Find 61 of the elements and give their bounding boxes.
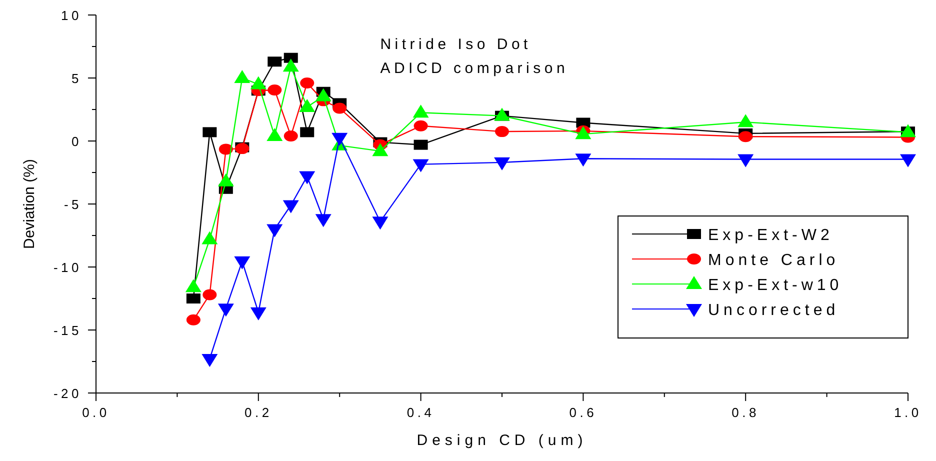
point [494,157,510,170]
point [218,144,233,155]
point [299,98,316,112]
y-tick-label: 5 [72,71,82,86]
legend-label: Monte Carlo [708,252,840,269]
point [332,102,347,114]
point [738,131,753,142]
point [412,104,429,118]
point [202,354,218,367]
legend-label: Exp-Ext-w10 [708,277,843,294]
point [738,114,754,128]
point [250,76,266,90]
legend-label: Exp-Ext-W2 [708,227,834,244]
point [414,140,428,150]
x-tick-label: 0.4 [406,405,435,420]
x-axis-title: Design CD (um) [416,432,588,449]
point [372,216,388,230]
y-tick-label: -5 [64,197,82,212]
point [900,154,916,168]
point [268,84,282,96]
point [300,78,314,89]
x-tick-label: 0.2 [244,405,272,420]
x-tick-label: 1.0 [894,405,922,420]
point [315,214,332,228]
point [282,200,299,214]
x-tick-label: 0.0 [82,405,110,420]
point [234,70,250,83]
point [412,159,429,172]
point [494,108,510,121]
point [234,256,250,270]
y-axis-title: Deviation (%) [21,158,38,250]
point [495,126,509,138]
text: Nitride Iso Dot [380,36,532,53]
y-tick-label: -20 [53,386,82,401]
y-tick-label: -15 [53,323,82,338]
point [315,88,332,102]
x-tick-label: 0.6 [569,405,598,420]
point [268,56,282,67]
point [250,307,266,320]
y-tick-label: -10 [53,260,82,275]
text: ADICD comparison [380,60,569,77]
point [266,224,283,238]
x-tick-label: 0.8 [732,405,760,420]
y-tick-label: 0 [72,134,82,149]
point [414,120,428,132]
point [332,132,348,146]
point [372,143,388,156]
point [900,124,916,138]
point [300,127,314,138]
point [202,289,217,300]
point [299,171,316,184]
point [284,130,298,142]
legend-label: Uncorrected [708,302,840,319]
point [575,154,592,167]
point [202,127,217,138]
y-tick-label: 10 [61,8,82,23]
point [575,126,592,140]
point [282,58,299,72]
point [738,154,754,168]
point [284,52,298,63]
point [218,304,234,317]
